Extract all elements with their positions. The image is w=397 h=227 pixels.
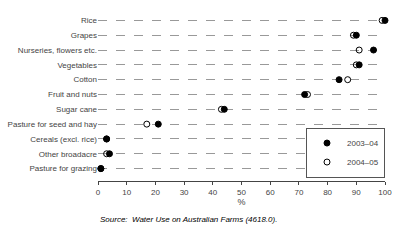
svg-text:%: % bbox=[237, 197, 245, 207]
svg-text:Other broadacre: Other broadacre bbox=[39, 150, 98, 159]
svg-text:40: 40 bbox=[208, 188, 217, 197]
svg-text:Pasture for grazing: Pasture for grazing bbox=[29, 164, 97, 173]
svg-text:70: 70 bbox=[294, 188, 303, 197]
svg-text:90: 90 bbox=[352, 188, 361, 197]
svg-text:Cereals (excl. rice): Cereals (excl. rice) bbox=[30, 135, 97, 144]
svg-text:2004–05: 2004–05 bbox=[347, 158, 379, 167]
svg-text:Grapes: Grapes bbox=[71, 31, 97, 40]
svg-text:10: 10 bbox=[122, 188, 131, 197]
svg-text:50: 50 bbox=[237, 188, 246, 197]
svg-text:80: 80 bbox=[323, 188, 332, 197]
svg-text:Source: Water Use on Australi: Source: Water Use on Australian Farms (4… bbox=[100, 215, 277, 224]
svg-text:Vegetables: Vegetables bbox=[57, 61, 97, 70]
svg-text:2003–04: 2003–04 bbox=[347, 139, 379, 148]
svg-text:Sugar cane: Sugar cane bbox=[56, 105, 97, 114]
svg-text:Cotton: Cotton bbox=[73, 75, 97, 84]
svg-text:Nurseries, flowers etc.: Nurseries, flowers etc. bbox=[18, 46, 97, 55]
svg-text:Rice: Rice bbox=[81, 16, 98, 25]
svg-text:100: 100 bbox=[378, 188, 392, 197]
svg-text:0: 0 bbox=[96, 188, 101, 197]
svg-text:30: 30 bbox=[180, 188, 189, 197]
svg-text:20: 20 bbox=[151, 188, 160, 197]
svg-text:60: 60 bbox=[266, 188, 275, 197]
svg-text:Fruit and nuts: Fruit and nuts bbox=[48, 90, 97, 99]
svg-text:Pasture for seed and hay: Pasture for seed and hay bbox=[8, 120, 97, 129]
